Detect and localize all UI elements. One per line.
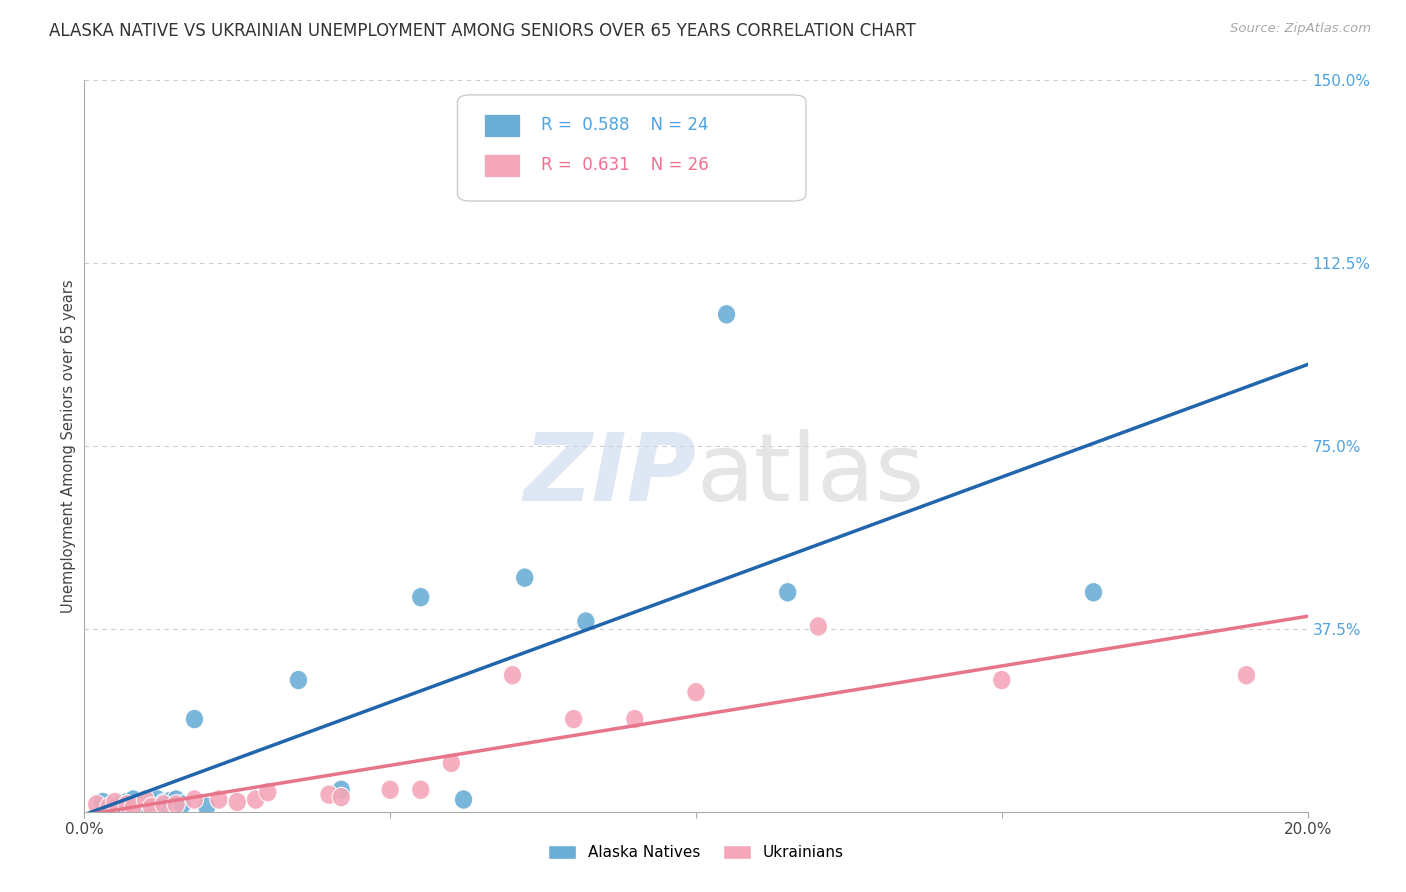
Ellipse shape xyxy=(686,682,706,702)
Ellipse shape xyxy=(186,709,204,729)
Ellipse shape xyxy=(808,616,828,636)
Ellipse shape xyxy=(412,780,430,799)
Ellipse shape xyxy=(290,670,308,690)
Ellipse shape xyxy=(136,789,155,809)
Ellipse shape xyxy=(100,797,118,816)
Ellipse shape xyxy=(124,797,142,816)
Ellipse shape xyxy=(160,791,179,811)
Ellipse shape xyxy=(149,789,167,809)
Ellipse shape xyxy=(131,795,149,814)
Ellipse shape xyxy=(136,797,155,816)
Ellipse shape xyxy=(1084,582,1102,602)
Ellipse shape xyxy=(142,797,160,816)
Ellipse shape xyxy=(412,588,430,607)
Text: R =  0.631    N = 26: R = 0.631 N = 26 xyxy=(541,156,709,175)
FancyBboxPatch shape xyxy=(457,95,806,201)
Ellipse shape xyxy=(118,792,136,812)
Text: ZIP: ZIP xyxy=(523,429,696,521)
Ellipse shape xyxy=(167,795,186,814)
Ellipse shape xyxy=(717,304,735,324)
Ellipse shape xyxy=(332,780,350,799)
Ellipse shape xyxy=(173,795,191,814)
Ellipse shape xyxy=(516,568,534,588)
Ellipse shape xyxy=(228,792,246,812)
Text: R =  0.588    N = 24: R = 0.588 N = 24 xyxy=(541,116,709,135)
Ellipse shape xyxy=(1237,665,1256,685)
Ellipse shape xyxy=(186,789,204,809)
Ellipse shape xyxy=(381,780,399,799)
Ellipse shape xyxy=(124,789,142,809)
Ellipse shape xyxy=(197,797,217,816)
Text: atlas: atlas xyxy=(696,429,924,521)
Ellipse shape xyxy=(259,782,277,802)
Ellipse shape xyxy=(576,612,595,632)
Ellipse shape xyxy=(332,788,350,807)
Ellipse shape xyxy=(87,795,105,814)
Ellipse shape xyxy=(993,670,1011,690)
Ellipse shape xyxy=(319,785,339,805)
Ellipse shape xyxy=(167,789,186,809)
Ellipse shape xyxy=(105,792,124,812)
Ellipse shape xyxy=(246,789,264,809)
Y-axis label: Unemployment Among Seniors over 65 years: Unemployment Among Seniors over 65 years xyxy=(60,279,76,613)
Ellipse shape xyxy=(626,709,644,729)
Ellipse shape xyxy=(105,797,124,816)
Ellipse shape xyxy=(564,709,583,729)
Ellipse shape xyxy=(441,753,461,772)
Ellipse shape xyxy=(779,582,797,602)
FancyBboxPatch shape xyxy=(484,113,520,137)
Text: ALASKA NATIVE VS UKRAINIAN UNEMPLOYMENT AMONG SENIORS OVER 65 YEARS CORRELATION : ALASKA NATIVE VS UKRAINIAN UNEMPLOYMENT … xyxy=(49,22,915,40)
Ellipse shape xyxy=(209,789,228,809)
Ellipse shape xyxy=(112,795,131,814)
Ellipse shape xyxy=(155,793,173,813)
Ellipse shape xyxy=(454,789,472,809)
Ellipse shape xyxy=(503,665,522,685)
FancyBboxPatch shape xyxy=(484,153,520,178)
Ellipse shape xyxy=(155,795,173,814)
Ellipse shape xyxy=(142,792,160,812)
Text: Source: ZipAtlas.com: Source: ZipAtlas.com xyxy=(1230,22,1371,36)
Ellipse shape xyxy=(118,795,136,814)
Ellipse shape xyxy=(94,792,112,812)
Legend: Alaska Natives, Ukrainians: Alaska Natives, Ukrainians xyxy=(541,839,851,866)
